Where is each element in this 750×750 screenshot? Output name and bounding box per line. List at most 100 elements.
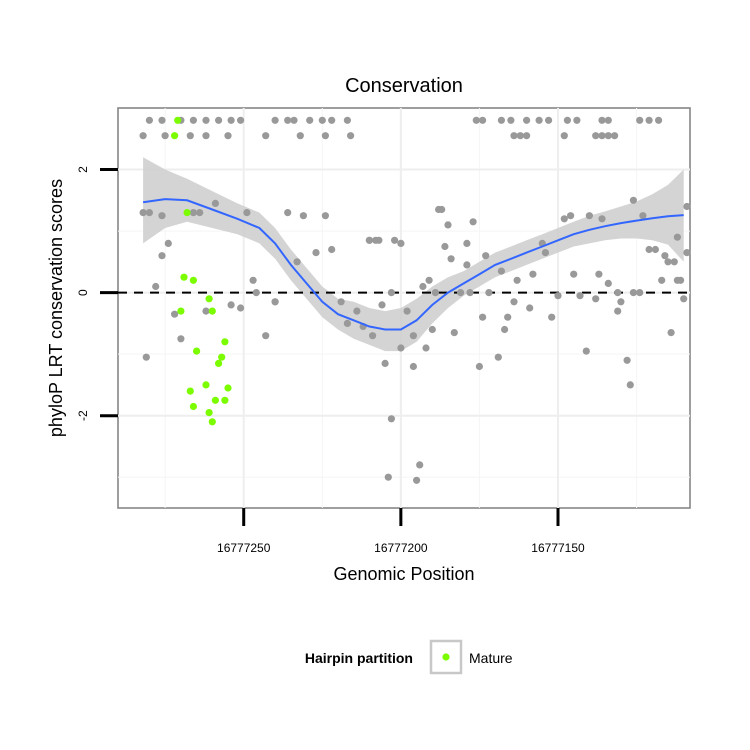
data-point	[516, 132, 524, 140]
data-point	[541, 249, 550, 257]
data-point	[337, 298, 345, 306]
legend-label-mature: Mature	[469, 650, 513, 666]
data-point	[365, 236, 373, 244]
data-point	[381, 359, 389, 367]
data-point	[296, 132, 304, 140]
data-point	[466, 289, 474, 297]
data-point	[321, 132, 329, 140]
data-point	[582, 347, 590, 355]
data-point	[507, 116, 515, 124]
data-point	[560, 132, 568, 140]
data-point	[431, 289, 439, 297]
data-point-mature	[208, 418, 216, 426]
data-point	[299, 212, 307, 220]
data-point	[158, 252, 166, 260]
data-point-mature	[183, 209, 191, 217]
data-point	[397, 344, 405, 352]
data-point	[472, 116, 480, 124]
data-point	[284, 116, 292, 124]
y-tick-label: 2	[76, 166, 90, 173]
data-point	[177, 335, 185, 343]
data-point	[391, 236, 399, 244]
data-point	[353, 307, 361, 315]
data-point	[651, 245, 660, 254]
data-point	[224, 132, 232, 140]
data-point-mature	[208, 307, 216, 315]
data-point	[142, 353, 150, 361]
data-point	[158, 212, 166, 220]
data-point	[629, 289, 638, 297]
data-point	[321, 212, 329, 220]
data-point	[249, 276, 257, 284]
data-point	[262, 332, 270, 340]
data-point	[158, 116, 166, 124]
data-point	[441, 242, 449, 251]
data-point	[680, 295, 688, 303]
data-point-mature	[215, 359, 223, 367]
data-point	[497, 116, 505, 124]
data-point	[475, 362, 483, 371]
data-point	[375, 236, 383, 244]
data-point	[482, 252, 490, 260]
data-point	[629, 196, 638, 204]
data-point	[683, 202, 691, 211]
data-point	[501, 325, 509, 334]
data-point	[384, 473, 392, 481]
data-point	[271, 298, 279, 306]
data-point	[658, 276, 666, 284]
data-point	[560, 215, 568, 223]
data-point	[548, 313, 556, 321]
data-point	[457, 289, 465, 297]
data-point	[237, 304, 245, 312]
data-point	[215, 116, 223, 124]
data-point	[171, 310, 179, 318]
data-point	[271, 116, 279, 124]
data-point	[645, 245, 653, 254]
data-point	[497, 267, 505, 275]
smooth-layer	[142, 198, 684, 331]
data-point	[328, 116, 336, 124]
data-point	[227, 116, 235, 124]
data-point	[378, 301, 386, 309]
data-point-mature	[211, 396, 219, 404]
data-point-mature	[224, 384, 232, 392]
data-point	[343, 319, 351, 327]
axes-layer: 16777250 16777200 16777150 -2 0 2	[76, 166, 585, 555]
data-point	[664, 258, 672, 266]
data-point-mature	[221, 338, 229, 346]
confidence-band	[143, 157, 684, 352]
data-point	[252, 289, 260, 297]
data-point	[645, 116, 653, 124]
data-point	[397, 239, 405, 247]
x-tick-label: 16777150	[531, 541, 585, 555]
data-point	[145, 116, 153, 124]
data-point	[670, 258, 678, 266]
data-point-mature	[177, 307, 185, 315]
data-point	[409, 332, 417, 340]
data-point-mature	[221, 396, 229, 404]
smooth-fit-line	[142, 198, 684, 331]
data-point-mature	[205, 295, 213, 303]
data-point	[573, 116, 581, 124]
data-point	[211, 199, 219, 207]
data-point	[161, 132, 169, 140]
data-point	[595, 270, 603, 278]
data-point	[614, 307, 622, 315]
data-point	[523, 132, 531, 140]
data-point	[479, 313, 487, 321]
data-point	[152, 282, 160, 291]
data-point	[479, 116, 487, 124]
data-point	[139, 132, 147, 140]
data-point	[416, 461, 424, 469]
x-axis-title: Genomic Position	[333, 564, 474, 584]
data-point	[545, 116, 553, 124]
data-point	[598, 116, 606, 124]
data-point	[428, 325, 436, 334]
data-point	[422, 344, 430, 352]
data-point	[419, 282, 427, 291]
data-point	[262, 132, 270, 140]
data-point-mature	[174, 116, 182, 124]
data-point	[202, 132, 210, 140]
y-tick-label: 0	[76, 289, 90, 296]
